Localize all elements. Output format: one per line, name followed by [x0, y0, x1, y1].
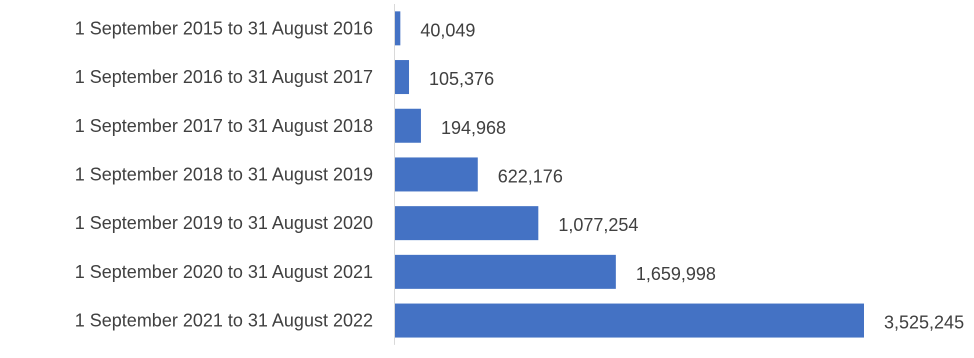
- bar: [395, 109, 421, 143]
- data-label: 40,049: [420, 20, 475, 40]
- data-label: 1,659,998: [636, 264, 716, 284]
- data-label: 194,968: [441, 118, 506, 138]
- bar: [395, 206, 538, 240]
- data-label: 105,376: [429, 69, 494, 89]
- bar: [395, 157, 478, 191]
- category-labels: 1 September 2015 to 31 August 2016 1 Sept…: [75, 18, 373, 330]
- category-label: 1 September 2016 to 31 August 2017: [75, 67, 373, 87]
- category-label: 1 September 2021 to 31 August 2022: [75, 311, 373, 331]
- bar: [395, 60, 409, 94]
- bar: [395, 11, 400, 45]
- bar: [395, 255, 616, 289]
- category-label: 1 September 2020 to 31 August 2021: [75, 262, 373, 282]
- bars: [395, 11, 864, 337]
- category-label: 1 September 2018 to 31 August 2019: [75, 164, 373, 184]
- category-label: 1 September 2019 to 31 August 2020: [75, 213, 373, 233]
- data-label: 1,077,254: [558, 215, 638, 235]
- category-label: 1 September 2015 to 31 August 2016: [75, 18, 373, 38]
- category-label: 1 September 2017 to 31 August 2018: [75, 116, 373, 136]
- bar: [395, 304, 864, 338]
- data-label: 622,176: [498, 166, 563, 186]
- data-label: 3,525,245: [884, 313, 964, 333]
